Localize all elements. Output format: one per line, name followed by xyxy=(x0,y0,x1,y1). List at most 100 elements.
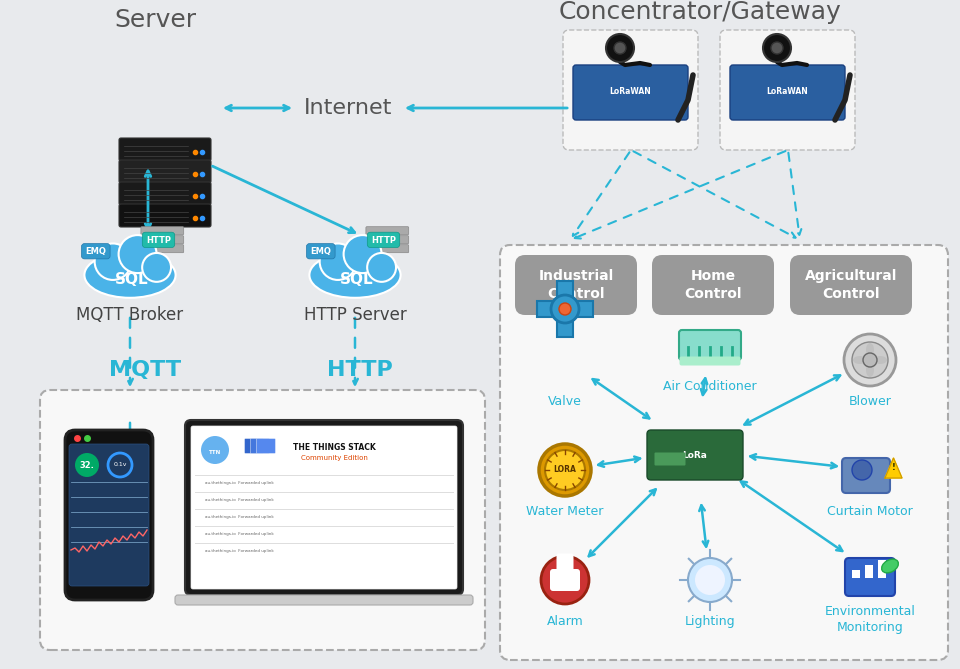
FancyBboxPatch shape xyxy=(557,553,573,573)
Text: 32.: 32. xyxy=(80,460,94,470)
Polygon shape xyxy=(885,458,902,478)
FancyBboxPatch shape xyxy=(142,232,175,248)
FancyBboxPatch shape xyxy=(119,182,211,205)
Circle shape xyxy=(852,460,872,480)
Circle shape xyxy=(614,42,626,54)
Ellipse shape xyxy=(866,343,874,357)
Text: SQL: SQL xyxy=(340,272,373,286)
Circle shape xyxy=(201,436,229,464)
Bar xyxy=(878,560,886,578)
Text: Home
Control: Home Control xyxy=(684,270,742,300)
Text: Environmental
Monitoring: Environmental Monitoring xyxy=(825,605,916,634)
Text: Air Conditioner: Air Conditioner xyxy=(663,380,756,393)
Text: Valve: Valve xyxy=(548,395,582,408)
Circle shape xyxy=(539,444,591,496)
Text: Industrial
Control: Industrial Control xyxy=(539,270,613,300)
Text: TTN: TTN xyxy=(209,450,221,454)
FancyBboxPatch shape xyxy=(185,420,463,595)
Circle shape xyxy=(863,353,877,367)
Text: Lighting: Lighting xyxy=(684,615,735,628)
Text: MQTT: MQTT xyxy=(108,360,181,380)
Circle shape xyxy=(551,295,579,323)
Text: HTTP: HTTP xyxy=(327,360,393,380)
Text: au.thethings.io  Forwarded uplink: au.thethings.io Forwarded uplink xyxy=(205,481,274,485)
FancyBboxPatch shape xyxy=(119,138,211,161)
Circle shape xyxy=(695,565,725,595)
Text: EMQ: EMQ xyxy=(310,247,331,256)
Text: HTTP Server: HTTP Server xyxy=(303,306,406,324)
FancyBboxPatch shape xyxy=(500,245,948,660)
Text: Alarm: Alarm xyxy=(546,615,584,628)
Ellipse shape xyxy=(866,363,874,377)
FancyBboxPatch shape xyxy=(69,444,149,586)
Text: HTTP: HTTP xyxy=(146,235,171,245)
FancyBboxPatch shape xyxy=(842,458,890,493)
Text: MQTT Broker: MQTT Broker xyxy=(77,306,183,324)
FancyBboxPatch shape xyxy=(647,430,743,480)
Text: LoRaWAN: LoRaWAN xyxy=(766,88,808,96)
FancyBboxPatch shape xyxy=(790,255,912,315)
FancyBboxPatch shape xyxy=(366,227,409,235)
Text: EMQ: EMQ xyxy=(85,247,107,256)
Circle shape xyxy=(771,42,783,54)
FancyBboxPatch shape xyxy=(119,204,211,227)
FancyBboxPatch shape xyxy=(550,569,580,591)
FancyBboxPatch shape xyxy=(366,235,409,244)
Circle shape xyxy=(606,34,634,62)
Circle shape xyxy=(541,556,589,604)
Ellipse shape xyxy=(309,252,400,298)
Text: HTTP: HTTP xyxy=(371,235,396,245)
Ellipse shape xyxy=(853,356,867,364)
FancyBboxPatch shape xyxy=(306,244,335,259)
FancyBboxPatch shape xyxy=(680,357,740,365)
FancyBboxPatch shape xyxy=(82,244,110,259)
Bar xyxy=(852,570,860,578)
Text: LoRaWAN: LoRaWAN xyxy=(610,88,651,96)
Circle shape xyxy=(852,342,888,378)
Ellipse shape xyxy=(84,252,176,298)
Text: Concentrator/Gateway: Concentrator/Gateway xyxy=(559,0,841,24)
FancyBboxPatch shape xyxy=(119,160,211,183)
Ellipse shape xyxy=(881,559,899,573)
Text: Curtain Motor: Curtain Motor xyxy=(828,505,913,518)
FancyBboxPatch shape xyxy=(652,255,774,315)
Bar xyxy=(557,281,573,337)
FancyBboxPatch shape xyxy=(65,430,153,600)
Text: au.thethings.io  Forwarded uplink: au.thethings.io Forwarded uplink xyxy=(205,549,274,553)
Circle shape xyxy=(545,450,585,490)
FancyBboxPatch shape xyxy=(563,30,698,150)
FancyBboxPatch shape xyxy=(245,438,263,454)
FancyBboxPatch shape xyxy=(175,595,473,605)
Text: LoRa: LoRa xyxy=(683,450,708,460)
Text: !: ! xyxy=(892,464,896,472)
Text: Community Edition: Community Edition xyxy=(300,455,368,461)
Circle shape xyxy=(688,558,732,602)
Text: THE THINGS STACK: THE THINGS STACK xyxy=(293,444,375,452)
Text: Agricultural
Control: Agricultural Control xyxy=(804,270,898,300)
Text: Internet: Internet xyxy=(303,98,393,118)
Text: Water Meter: Water Meter xyxy=(526,505,604,518)
FancyBboxPatch shape xyxy=(655,452,685,466)
Text: Blower: Blower xyxy=(849,395,892,408)
FancyBboxPatch shape xyxy=(141,227,183,235)
Circle shape xyxy=(844,334,896,386)
Text: au.thethings.io  Forwarded uplink: au.thethings.io Forwarded uplink xyxy=(205,532,274,536)
Text: 0.1v: 0.1v xyxy=(113,462,127,468)
Ellipse shape xyxy=(873,356,887,364)
Bar xyxy=(537,301,593,317)
FancyBboxPatch shape xyxy=(191,426,457,589)
FancyBboxPatch shape xyxy=(141,245,183,253)
FancyBboxPatch shape xyxy=(679,330,741,360)
Bar xyxy=(865,565,873,578)
FancyBboxPatch shape xyxy=(40,390,485,650)
FancyBboxPatch shape xyxy=(366,245,409,253)
Circle shape xyxy=(142,253,171,282)
Text: Server: Server xyxy=(114,8,196,32)
Circle shape xyxy=(75,453,99,477)
Circle shape xyxy=(344,235,382,273)
FancyBboxPatch shape xyxy=(845,558,895,596)
FancyBboxPatch shape xyxy=(730,65,845,120)
Circle shape xyxy=(95,244,132,280)
FancyBboxPatch shape xyxy=(720,30,855,150)
FancyBboxPatch shape xyxy=(368,232,399,248)
